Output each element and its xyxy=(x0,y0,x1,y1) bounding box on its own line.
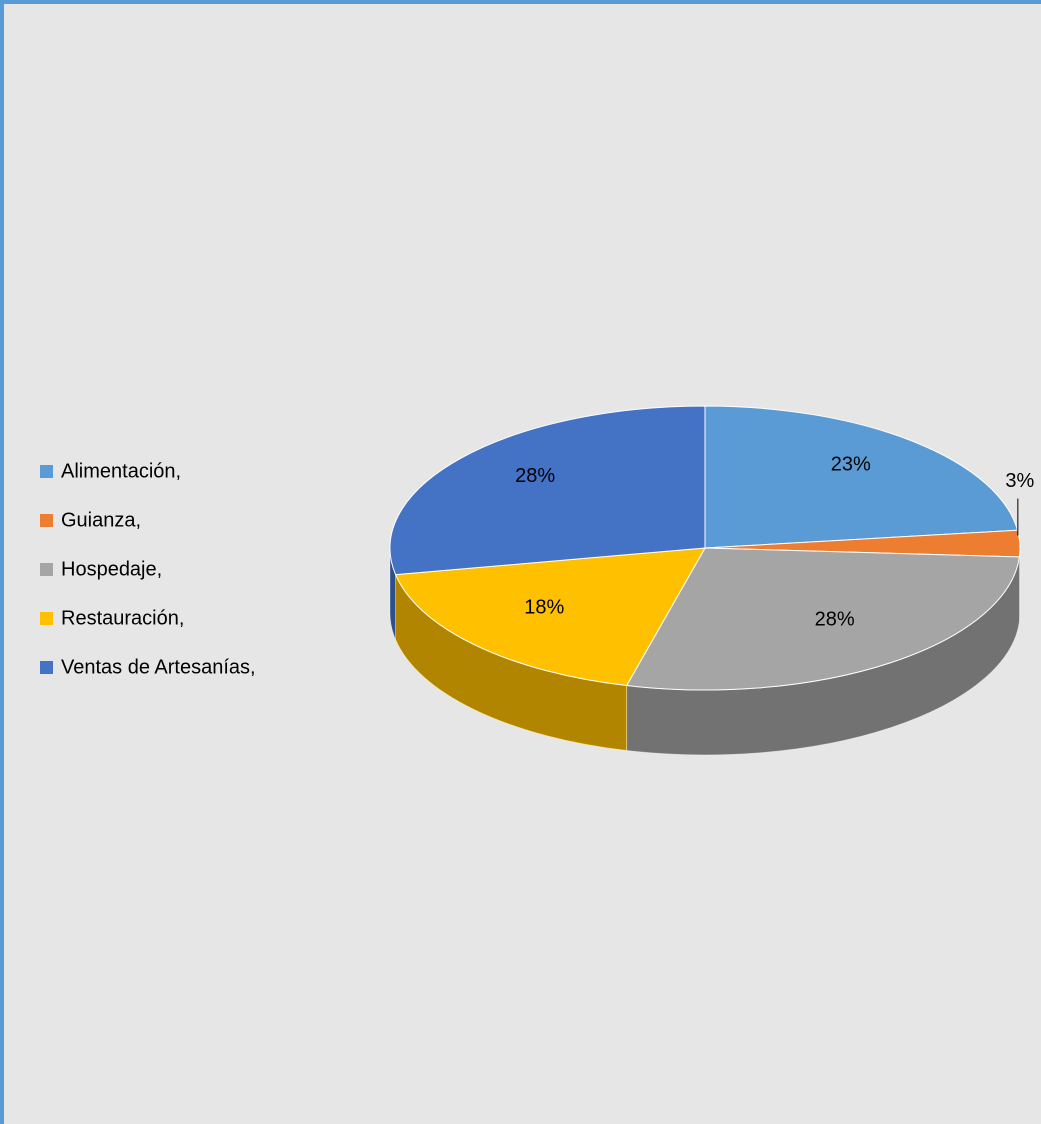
legend-swatch xyxy=(40,661,53,674)
legend-label: Hospedaje, xyxy=(61,558,162,580)
legend-label: Restauración, xyxy=(61,607,184,629)
legend-label: Guianza, xyxy=(61,509,141,531)
slice xyxy=(394,547,706,687)
slice-side xyxy=(626,556,1020,755)
slice xyxy=(625,547,1020,691)
legend-swatch xyxy=(40,514,53,527)
legend-swatch xyxy=(40,563,53,576)
data-label: 28% xyxy=(815,609,855,631)
frame-top xyxy=(0,0,1041,4)
data-label: 3% xyxy=(1005,470,1034,492)
legend-swatch xyxy=(40,612,53,625)
legend-label: Ventas de Artesanías, xyxy=(61,656,256,678)
data-label: 18% xyxy=(524,596,564,618)
data-label: 23% xyxy=(831,454,871,476)
slice-side xyxy=(1019,548,1020,622)
slice-side xyxy=(390,548,396,640)
legend-swatch xyxy=(40,465,53,478)
slice-side xyxy=(395,574,627,751)
legend-label: Alimentación, xyxy=(61,460,181,482)
slice xyxy=(704,405,1019,549)
frame-left xyxy=(0,0,4,1124)
slice xyxy=(389,405,706,576)
data-label: 28% xyxy=(515,465,555,487)
